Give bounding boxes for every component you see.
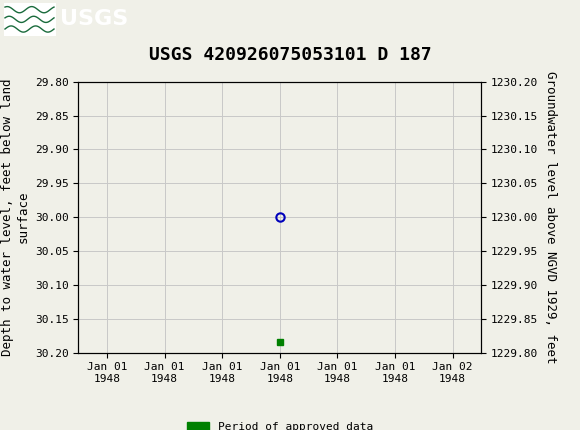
Legend: Period of approved data: Period of approved data bbox=[182, 418, 378, 430]
Y-axis label: Groundwater level above NGVD 1929, feet: Groundwater level above NGVD 1929, feet bbox=[544, 71, 557, 363]
Y-axis label: Depth to water level, feet below land
surface: Depth to water level, feet below land su… bbox=[1, 78, 29, 356]
FancyBboxPatch shape bbox=[4, 3, 56, 36]
Text: USGS 420926075053101 D 187: USGS 420926075053101 D 187 bbox=[148, 46, 432, 64]
Text: USGS: USGS bbox=[60, 9, 128, 29]
